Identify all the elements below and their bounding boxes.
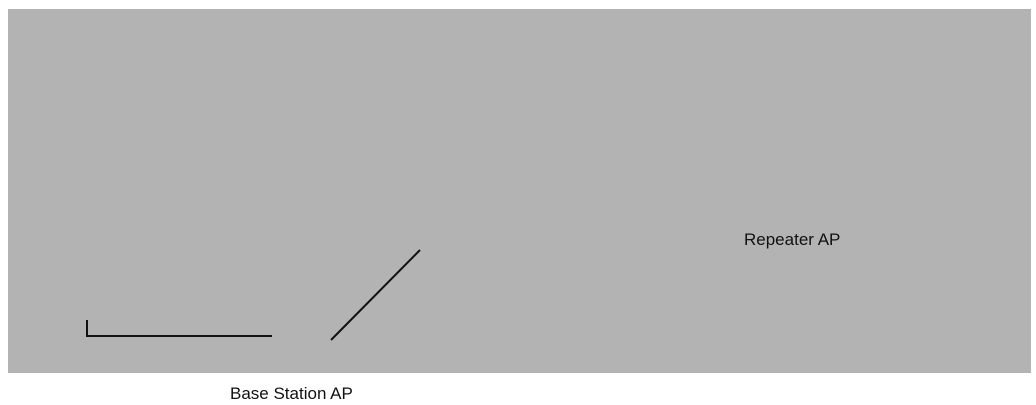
base-station-ap-label: Base Station AP <box>230 384 353 403</box>
repeater-ap-label: Repeater AP <box>744 230 841 249</box>
base-station-connector-line <box>86 320 272 337</box>
repeater-connector-line <box>330 249 421 341</box>
diagram-background <box>8 9 1031 373</box>
